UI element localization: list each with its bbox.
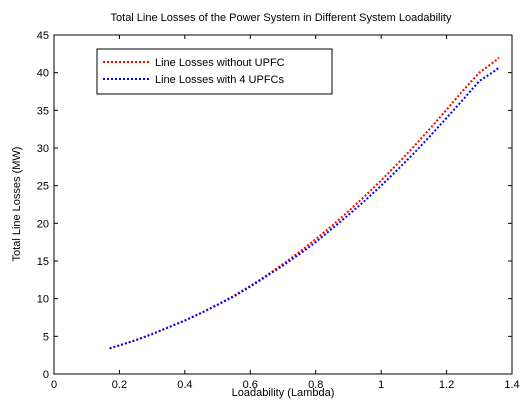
x-tick-label: 0.4 xyxy=(177,379,192,391)
y-tick-label: 0 xyxy=(43,369,49,381)
y-tick-label: 25 xyxy=(37,181,49,193)
legend-label-with-4-upfcs: Line Losses with 4 UPFCs xyxy=(155,74,284,86)
y-tick-label: 40 xyxy=(37,68,49,80)
x-tick-label: 0.8 xyxy=(308,379,323,391)
x-tick-label: 0.6 xyxy=(243,379,258,391)
x-tick-label: 1 xyxy=(378,379,384,391)
y-tick-label: 10 xyxy=(37,294,49,306)
x-axis-label: Loadability (Lambda) xyxy=(232,387,335,399)
legend-label-without-upfc: Line Losses without UPFC xyxy=(155,57,285,69)
y-tick-label: 15 xyxy=(37,256,49,268)
x-tick-label: 0 xyxy=(51,379,57,391)
y-tick-label: 20 xyxy=(37,218,49,230)
y-tick-label: 5 xyxy=(43,331,49,343)
x-tick-label: 1.2 xyxy=(439,379,454,391)
y-tick-label: 35 xyxy=(37,105,49,117)
y-tick-label: 30 xyxy=(37,143,49,155)
legend: Line Losses without UPFC Line Losses wit… xyxy=(96,48,333,95)
y-tick-label: 45 xyxy=(37,30,49,42)
chart-title: Total Line Losses of the Power System in… xyxy=(111,12,452,24)
x-tick-label: 1.4 xyxy=(504,379,519,391)
series-line-1 xyxy=(109,66,500,350)
legend-box xyxy=(96,48,333,95)
y-axis: 0 5 10 15 20 25 30 35 40 45 xyxy=(37,30,512,381)
x-tick-label: 0.2 xyxy=(112,379,127,391)
y-axis-label: Total Line Losses (MW) xyxy=(11,147,23,262)
series-group xyxy=(109,56,500,350)
x-axis: 0 0.2 0.4 0.6 0.8 1 1.2 1.4 xyxy=(51,35,520,391)
